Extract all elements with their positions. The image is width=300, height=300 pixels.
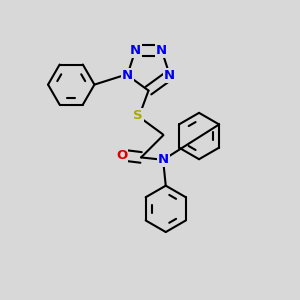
Text: N: N [158, 153, 169, 166]
Text: N: N [122, 69, 133, 82]
Text: N: N [156, 44, 167, 57]
Text: N: N [130, 44, 141, 57]
Text: N: N [164, 69, 175, 82]
Text: O: O [116, 148, 128, 162]
Text: S: S [133, 109, 143, 122]
